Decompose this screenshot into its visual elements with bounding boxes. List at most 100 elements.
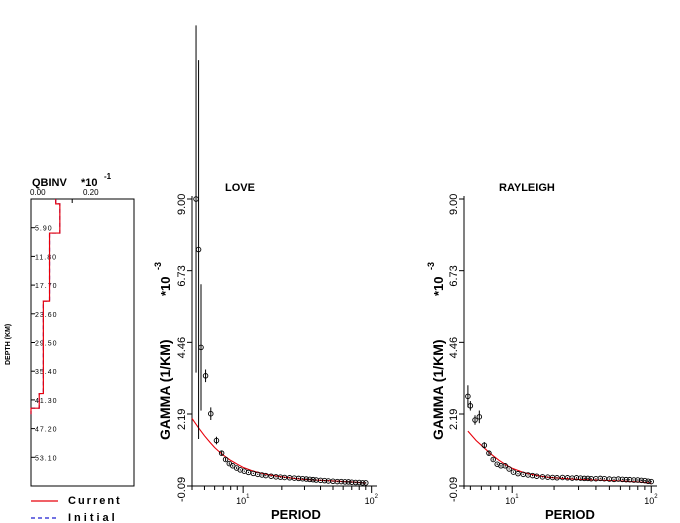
ray-data-point — [515, 470, 521, 477]
love-data-point — [202, 373, 209, 379]
ray-data-point — [645, 478, 651, 485]
love-data-point — [321, 477, 328, 484]
rayleigh-y-axis-label: GAMMA (1/KM) — [430, 339, 446, 440]
love-data-point — [281, 474, 288, 481]
ray-y-tick-label: 9.00 — [448, 194, 460, 215]
love-data-point — [359, 480, 366, 486]
ray-data-point — [506, 466, 512, 472]
ray-y-tick-label: 6.73 — [448, 265, 460, 286]
love-y-tick-label: 2.19 — [176, 409, 188, 430]
ray-data-point — [472, 417, 478, 423]
ray-y-tick-label: -0.09 — [448, 477, 460, 502]
love-data-point — [213, 437, 220, 444]
love-data-point — [334, 478, 341, 485]
love-data-point — [307, 476, 313, 483]
ray-data-point — [481, 442, 488, 449]
love-x-tick-exponent: 2 — [375, 494, 379, 500]
love-scale-exponent: -3 — [153, 262, 163, 270]
ray-x-tick-label: 10 — [505, 496, 515, 506]
qbinv-current-model — [30, 199, 61, 415]
ray-data-point — [585, 475, 591, 482]
love-data-point — [345, 479, 352, 485]
qbinv-y-tick-label: 23.60 — [35, 312, 58, 319]
ray-predicted-line — [467, 430, 652, 484]
qbinv-scale-exponent: -1 — [104, 172, 112, 181]
ray-data-point — [465, 393, 471, 400]
love-data-point — [349, 479, 355, 485]
love-y-tick-label: -0.09 — [176, 477, 188, 502]
rayleigh-predicted-curve — [467, 430, 652, 484]
ray-data-point — [502, 463, 508, 469]
rayleigh-scale-label: *10 — [431, 276, 446, 296]
qbinv-scale: *10 — [81, 177, 98, 189]
love-data-point — [222, 456, 229, 463]
ray-data-point — [648, 478, 654, 485]
qbinv-y-tick-label: 5.90 — [35, 226, 53, 233]
qbinv-y-tick-label: 11.80 — [35, 254, 57, 261]
ray-data-point — [623, 476, 629, 483]
love-data-point — [259, 472, 265, 478]
love-x-axis-label: PERIOD — [271, 507, 321, 522]
love-predicted-curve — [191, 418, 366, 484]
love-data-point — [195, 246, 202, 253]
love-data-point — [218, 450, 225, 456]
qbinv-title: QBINV — [32, 177, 68, 189]
love-data-point — [363, 480, 369, 486]
ray-data-point — [554, 475, 560, 481]
love-x-tick-exponent: 1 — [246, 494, 250, 500]
ray-data-point — [597, 475, 604, 482]
ray-data-point — [476, 414, 483, 420]
love-data-point — [303, 476, 310, 482]
ray-x-tick-exponent: 1 — [515, 494, 519, 500]
rayleigh-title: RAYLEIGH — [499, 182, 555, 194]
ray-data-point — [601, 475, 608, 482]
ray-data-point — [539, 474, 546, 480]
love-data-point — [356, 479, 362, 486]
qbinv-x-tick-label: 0.20 — [83, 188, 99, 197]
qbinv-x-tick-label: 0.00 — [30, 188, 46, 197]
qbinv-y-axis-label: DEPTH (KM) — [5, 324, 12, 365]
ray-data-point — [615, 476, 622, 482]
ray-y-tick-label: 4.46 — [448, 337, 460, 358]
ray-data-point — [573, 475, 580, 481]
love-y-axis-label: GAMMA (1/KM) — [157, 339, 173, 440]
legend-current-label: Current — [68, 495, 122, 507]
ray-data-point — [559, 474, 566, 481]
legend-initial-label: Initial — [68, 512, 118, 523]
rayleigh-x-axis-label: PERIOD — [545, 507, 595, 522]
love-scale-label: *10 — [158, 276, 173, 296]
love-data-point — [295, 475, 302, 482]
ray-data-point — [581, 475, 588, 482]
ray-data-point — [533, 473, 540, 479]
rayleigh-scale-exponent: -3 — [426, 262, 436, 270]
ray-data-point — [642, 477, 648, 484]
love-y-tick-label: 6.73 — [176, 265, 188, 286]
love-data-point — [352, 479, 359, 486]
qbinv-y-tick-label: 35.40 — [35, 369, 58, 376]
love-predicted-line — [191, 418, 366, 484]
ray-data-point — [510, 469, 517, 475]
ray-data-point — [631, 477, 637, 483]
love-data-point — [317, 477, 324, 484]
love-data-point — [208, 410, 214, 417]
love-panel: LOVE GAMMA (1/KM) *10 -3 PERIOD -0.09 2.1… — [153, 25, 379, 522]
love-x-tick-label: 10 — [236, 496, 246, 506]
rayleigh-observed-points — [465, 385, 654, 485]
ray-x-tick-exponent: 2 — [654, 494, 658, 500]
qbinv-y-tick-label: 41.30 — [35, 398, 58, 405]
love-data-point — [310, 476, 316, 483]
ray-data-point — [490, 456, 496, 463]
ray-data-point — [635, 477, 641, 483]
legend: Current Initial — [31, 495, 122, 523]
love-data-point — [342, 479, 348, 485]
qbinv-panel: QBINV *10 -1 0.00 0.20 DEPTH (KM) 5.90 11… — [5, 172, 135, 487]
qbinv-model-profile — [30, 199, 61, 415]
ray-y-tick-label: 2.19 — [448, 409, 460, 430]
ray-data-point — [486, 450, 492, 456]
qbinv-y-tick-label: 29.50 — [35, 341, 58, 348]
qbinv-y-ticks: 5.90 11.80 17.70 23.60 29.50 35.40 41.30 47.20 5… — [30, 199, 73, 462]
ray-x-tick-label: 10 — [644, 496, 654, 506]
